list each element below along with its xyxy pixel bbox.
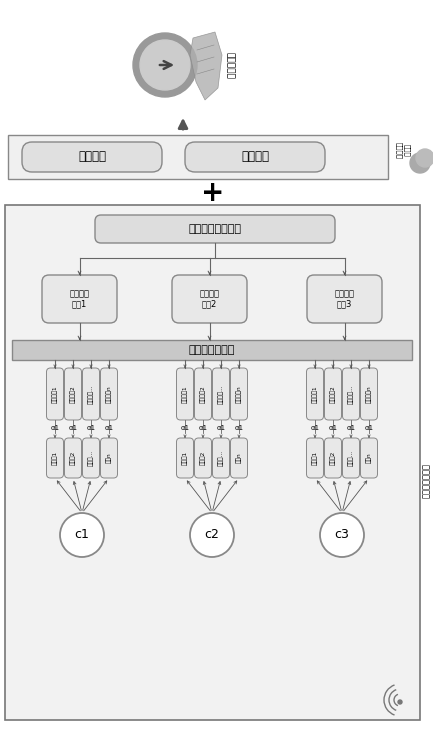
FancyBboxPatch shape — [307, 275, 382, 323]
Circle shape — [416, 149, 433, 167]
Text: α1: α1 — [198, 425, 207, 431]
Text: 中心测量
位置3: 中心测量 位置3 — [335, 289, 355, 309]
Text: c3: c3 — [335, 529, 349, 542]
Text: 虚拟位置...: 虚拟位置... — [218, 384, 224, 404]
Text: 邻小区...: 邻小区... — [348, 450, 354, 466]
Text: +: + — [201, 179, 225, 207]
Text: α1: α1 — [310, 425, 320, 431]
FancyBboxPatch shape — [42, 275, 117, 323]
FancyBboxPatch shape — [361, 368, 378, 420]
Text: α1: α1 — [50, 425, 60, 431]
FancyBboxPatch shape — [22, 142, 162, 172]
FancyBboxPatch shape — [230, 368, 248, 420]
Text: 邻小区1: 邻小区1 — [52, 451, 58, 465]
FancyBboxPatch shape — [307, 368, 323, 420]
FancyBboxPatch shape — [213, 438, 229, 478]
Text: 虚拟位置2: 虚拟位置2 — [200, 385, 206, 403]
Text: 候选区域分类器: 候选区域分类器 — [189, 345, 235, 355]
Text: 迎合数据分析系统: 迎合数据分析系统 — [188, 224, 242, 234]
Polygon shape — [190, 32, 222, 100]
Text: α1: α1 — [87, 425, 96, 431]
Text: 虚拟位置...: 虚拟位置... — [88, 384, 94, 404]
Bar — [12, 340, 412, 360]
FancyBboxPatch shape — [194, 438, 211, 478]
Text: 邻小n: 邻小n — [366, 453, 372, 464]
Text: 中心测量
位置2: 中心测量 位置2 — [200, 289, 220, 309]
Text: α1: α1 — [329, 425, 338, 431]
Text: α1: α1 — [234, 425, 243, 431]
Text: 虚拟位置n: 虚拟位置n — [106, 385, 112, 403]
FancyBboxPatch shape — [65, 438, 81, 478]
Text: 虚拟位置2: 虚拟位置2 — [70, 385, 76, 403]
FancyBboxPatch shape — [46, 368, 64, 420]
FancyBboxPatch shape — [185, 142, 325, 172]
Text: 推荐经纬度: 推荐经纬度 — [226, 52, 235, 78]
Text: 虚拟位置n: 虚拟位置n — [366, 385, 372, 403]
Bar — [8, 135, 388, 179]
FancyBboxPatch shape — [213, 368, 229, 420]
FancyBboxPatch shape — [100, 368, 117, 420]
Text: 邻小区1: 邻小区1 — [312, 451, 318, 465]
Text: α1: α1 — [346, 425, 355, 431]
FancyBboxPatch shape — [230, 438, 248, 478]
Text: 邻小区2: 邻小区2 — [200, 451, 206, 465]
Text: c1: c1 — [74, 529, 90, 542]
Text: 虚拟位置1: 虚拟位置1 — [52, 385, 58, 403]
Text: 邻小区...: 邻小区... — [88, 450, 94, 466]
FancyBboxPatch shape — [177, 368, 194, 420]
Text: 虚拟位置2: 虚拟位置2 — [330, 385, 336, 403]
FancyBboxPatch shape — [343, 368, 359, 420]
FancyBboxPatch shape — [324, 438, 342, 478]
Circle shape — [190, 513, 234, 557]
Circle shape — [60, 513, 104, 557]
Text: 中心测量
位置1: 中心测量 位置1 — [70, 289, 90, 309]
FancyBboxPatch shape — [83, 368, 100, 420]
Text: 场景匹配: 场景匹配 — [241, 150, 269, 164]
FancyBboxPatch shape — [324, 368, 342, 420]
FancyBboxPatch shape — [65, 368, 81, 420]
Circle shape — [133, 33, 197, 97]
Text: α1: α1 — [68, 425, 78, 431]
Text: 邻小区...: 邻小区... — [218, 450, 224, 466]
Text: α1: α1 — [216, 425, 226, 431]
FancyBboxPatch shape — [177, 438, 194, 478]
FancyBboxPatch shape — [343, 438, 359, 478]
Circle shape — [320, 513, 364, 557]
Text: α1: α1 — [104, 425, 113, 431]
Bar — [5, 205, 420, 720]
FancyBboxPatch shape — [83, 438, 100, 478]
FancyBboxPatch shape — [46, 438, 64, 478]
Text: 图域匹配: 图域匹配 — [78, 150, 106, 164]
Text: 虚拟位置...: 虚拟位置... — [348, 384, 354, 404]
Text: 邻小区2: 邻小区2 — [330, 451, 336, 465]
Text: 虚拟位置n: 虚拟位置n — [236, 385, 242, 403]
Text: α1: α1 — [365, 425, 374, 431]
FancyBboxPatch shape — [172, 275, 247, 323]
Circle shape — [140, 40, 190, 90]
FancyBboxPatch shape — [361, 438, 378, 478]
Text: 邻小n: 邻小n — [106, 453, 112, 464]
Text: c2: c2 — [204, 529, 220, 542]
FancyBboxPatch shape — [100, 438, 117, 478]
Text: 邻小区1: 邻小区1 — [182, 451, 188, 465]
Circle shape — [410, 153, 430, 173]
FancyBboxPatch shape — [95, 215, 335, 243]
Text: 切换占比定位法: 切换占比定位法 — [421, 463, 430, 498]
FancyBboxPatch shape — [194, 368, 211, 420]
Text: 虚拟位置1: 虚拟位置1 — [182, 385, 188, 403]
Text: α1: α1 — [181, 425, 190, 431]
FancyBboxPatch shape — [307, 438, 323, 478]
Text: 互联网
地图服务: 互联网 地图服务 — [396, 142, 410, 158]
Text: 邻小区2: 邻小区2 — [70, 451, 76, 465]
Text: 虚拟位置1: 虚拟位置1 — [312, 385, 318, 403]
Circle shape — [398, 700, 402, 704]
Text: 邻小n: 邻小n — [236, 453, 242, 464]
